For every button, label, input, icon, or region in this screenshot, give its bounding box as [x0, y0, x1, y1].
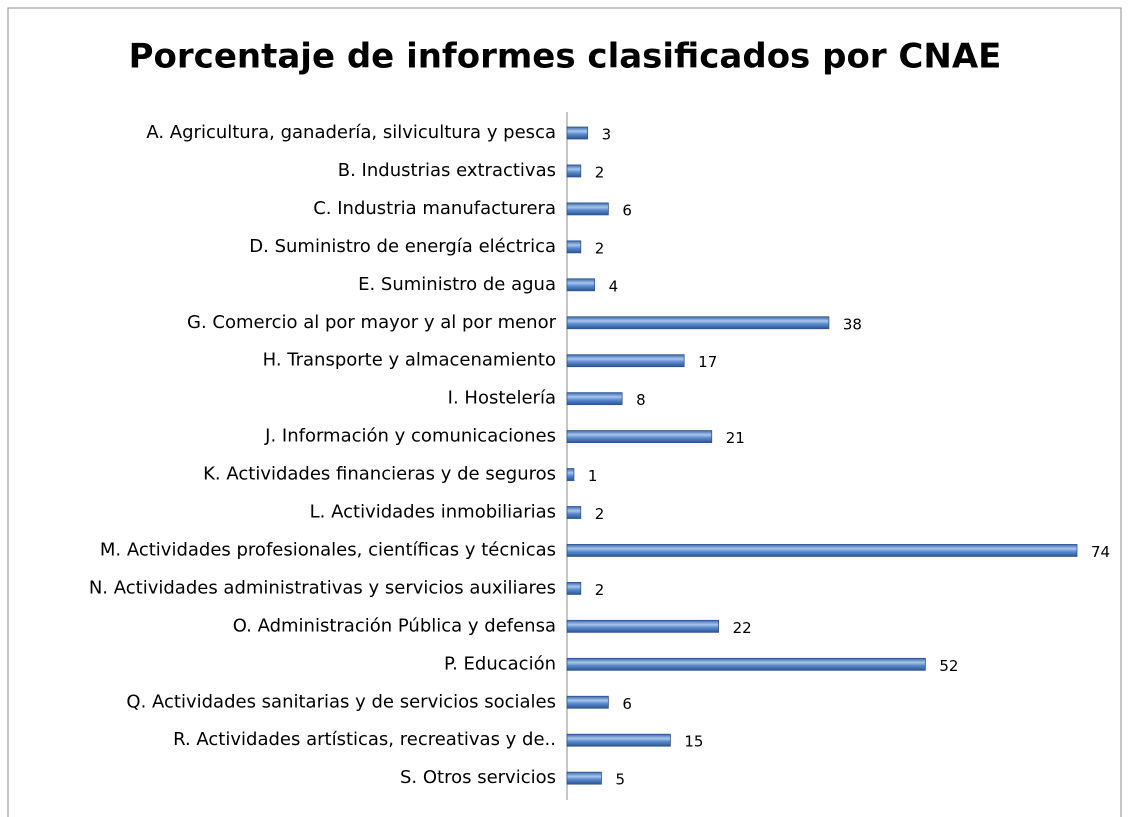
chart-frame — [7, 7, 1122, 817]
category-label: O. Administración Pública y defensa — [233, 615, 556, 636]
category-label: N. Actividades administrativas y servici… — [89, 577, 556, 598]
data-label: 1 — [588, 467, 598, 485]
bar — [566, 506, 582, 519]
bar — [566, 619, 720, 633]
bar — [566, 240, 582, 254]
category-label: R. Actividades artísticas, recreativas y… — [173, 729, 556, 750]
bar — [566, 126, 589, 140]
bar — [566, 164, 582, 178]
category-label: C. Industria manufacturera — [313, 198, 556, 219]
bar — [566, 544, 1078, 557]
category-label: A. Agricultura, ganadería, silvicultura … — [146, 122, 556, 143]
data-label: 2 — [595, 163, 605, 181]
bar — [566, 771, 602, 785]
category-label: G. Comercio al por mayor y al por menor — [187, 312, 557, 333]
data-label: 5 — [615, 771, 625, 789]
data-label: 22 — [733, 619, 752, 637]
category-label: D. Suministro de energía eléctrica — [249, 236, 556, 257]
category-label: H. Transporte y almacenamiento — [263, 350, 556, 371]
bar — [566, 695, 609, 709]
category-label: P. Educación — [444, 653, 556, 674]
category-label: L. Actividades inmobiliarias — [310, 502, 556, 523]
data-label: 4 — [609, 277, 619, 295]
data-label: 21 — [726, 429, 745, 447]
data-label: 38 — [843, 315, 862, 333]
category-label: K. Actividades financieras y de seguros — [203, 464, 556, 485]
category-label: B. Industrias extractivas — [338, 160, 556, 181]
bar — [566, 468, 575, 481]
chart-title: Porcentaje de informes clasificados por … — [129, 37, 1002, 77]
bar — [566, 392, 623, 406]
data-label: 2 — [595, 505, 605, 523]
bar — [566, 657, 926, 671]
bar — [566, 354, 685, 368]
data-label: 74 — [1091, 543, 1110, 561]
bar — [566, 278, 595, 292]
data-label: 6 — [622, 201, 632, 219]
data-label: 15 — [684, 733, 703, 751]
bar — [566, 582, 582, 595]
data-label: 3 — [602, 126, 612, 144]
data-label: 17 — [698, 353, 717, 371]
data-label: 2 — [595, 239, 605, 257]
category-label: S. Otros servicios — [400, 767, 556, 788]
data-label: 2 — [595, 581, 605, 599]
category-label: Q. Actividades sanitarias y de servicios… — [126, 691, 556, 712]
data-label: 6 — [622, 695, 632, 713]
bar — [566, 733, 671, 747]
bar — [566, 316, 830, 330]
data-label: 8 — [636, 391, 646, 409]
category-label: E. Suministro de agua — [358, 274, 556, 295]
category-label: I. Hostelería — [448, 388, 556, 409]
data-label: 52 — [939, 657, 958, 675]
bar — [566, 430, 713, 444]
category-label: J. Información y comunicaciones — [264, 426, 556, 447]
bar — [566, 202, 609, 216]
category-label: M. Actividades profesionales, científica… — [100, 539, 556, 560]
